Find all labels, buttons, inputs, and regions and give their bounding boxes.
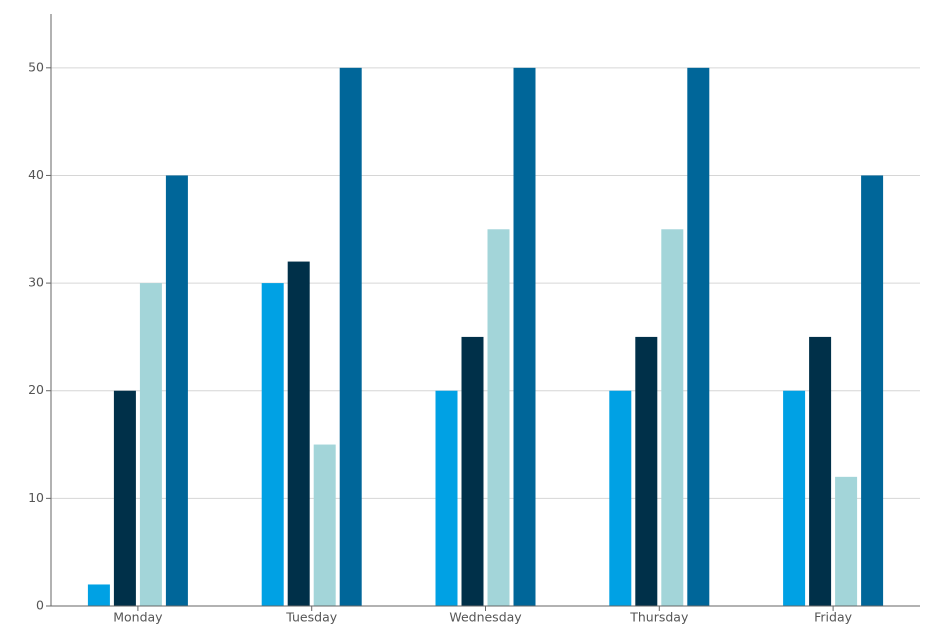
bar — [861, 175, 884, 607]
y-tick-label: 10 — [28, 490, 44, 505]
bar — [313, 444, 336, 606]
bar — [139, 283, 162, 606]
bar — [809, 336, 832, 606]
bar — [635, 336, 658, 606]
bar — [487, 229, 510, 607]
bar — [461, 336, 484, 606]
y-tick-label: 0 — [36, 598, 44, 613]
bar — [165, 175, 188, 607]
bar — [113, 390, 136, 606]
bar — [261, 283, 284, 606]
x-tick-label: Tuesday — [285, 610, 337, 625]
y-tick-label: 30 — [28, 275, 44, 290]
bar — [87, 584, 110, 606]
bar — [661, 229, 684, 607]
y-tick-label: 20 — [28, 382, 44, 397]
x-tick-label: Friday — [814, 610, 852, 625]
bar — [435, 390, 458, 606]
bar — [339, 67, 362, 607]
y-tick-label: 40 — [28, 167, 44, 182]
x-tick-label: Thursday — [629, 610, 689, 625]
bar — [609, 390, 632, 606]
y-tick-label: 50 — [28, 59, 44, 74]
x-tick-label: Wednesday — [449, 610, 522, 625]
bar — [287, 261, 310, 606]
bar — [835, 476, 858, 606]
bar — [513, 67, 536, 607]
x-tick-label: Monday — [113, 610, 163, 625]
bar — [783, 390, 806, 606]
bar — [687, 67, 710, 607]
